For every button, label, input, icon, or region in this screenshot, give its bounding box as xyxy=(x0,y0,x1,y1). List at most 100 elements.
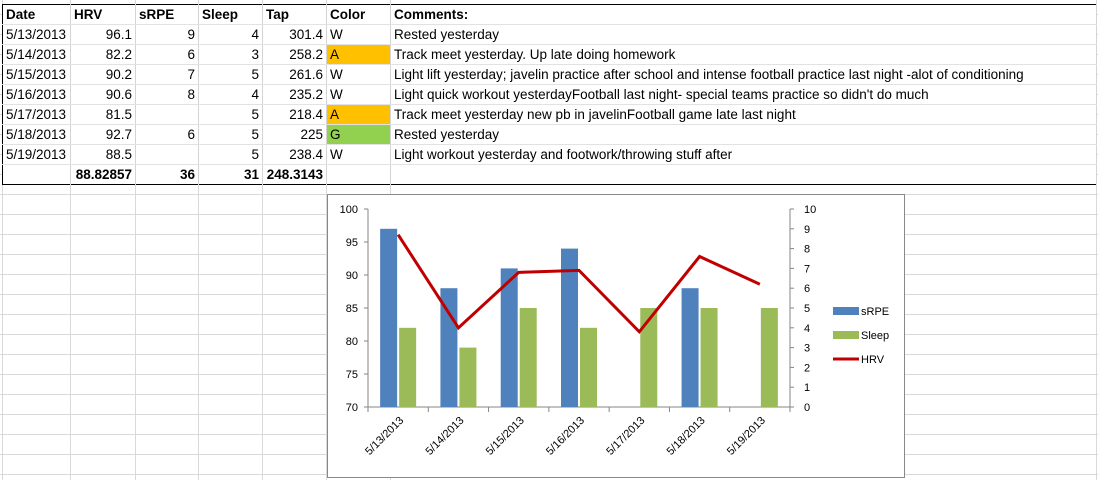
cell-comment[interactable]: Track meet yesterday new pb in javelinFo… xyxy=(390,104,1097,125)
total-tap[interactable]: 248.3143 xyxy=(262,164,327,185)
header-date[interactable]: Date xyxy=(2,4,71,25)
right-tick-label: 2 xyxy=(804,362,810,374)
header-hrv[interactable]: HRV xyxy=(70,4,136,25)
cell-date[interactable]: 5/19/2013 xyxy=(2,144,71,165)
total-hrv[interactable]: 88.82857 xyxy=(70,164,136,185)
sleep-bar xyxy=(760,308,778,407)
x-tick-label: 5/16/2013 xyxy=(544,415,587,458)
total-date[interactable] xyxy=(2,164,71,185)
cell-sleep[interactable]: 5 xyxy=(198,104,263,125)
cell-color[interactable]: W xyxy=(326,24,391,45)
cell-tap[interactable]: 261.6 xyxy=(262,64,327,85)
totals-row: 88.82857 36 31 248.3143 xyxy=(2,164,1097,185)
table-row: 5/16/2013 90.6 8 4 235.2 W Light quick workout… xyxy=(2,84,1097,105)
cell-tap[interactable]: 301.4 xyxy=(262,24,327,45)
left-tick-label: 70 xyxy=(346,402,358,414)
cell-tap[interactable]: 225 xyxy=(262,124,327,145)
header-tap[interactable]: Tap xyxy=(262,4,327,25)
right-tick-label: 10 xyxy=(804,204,816,216)
table-row: 5/17/2013 81.5 5 218.4 A Track meet yesterday… xyxy=(2,104,1097,125)
srpe-bar xyxy=(561,248,578,407)
cell-sleep[interactable]: 4 xyxy=(198,24,263,45)
sleep-bar xyxy=(459,347,477,407)
cell-date[interactable]: 5/18/2013 xyxy=(2,124,71,145)
cell-sleep[interactable]: 5 xyxy=(198,124,263,145)
cell-srpe[interactable] xyxy=(135,144,199,165)
table-row: 5/15/2013 90.2 7 5 261.6 W Light lift yesterda… xyxy=(2,64,1097,85)
cell-sleep[interactable]: 4 xyxy=(198,84,263,105)
right-tick-label: 7 xyxy=(804,263,810,275)
cell-hrv[interactable]: 96.1 xyxy=(70,24,136,45)
legend-swatch-srpe xyxy=(833,307,859,315)
cell-comment[interactable]: Light lift yesterday; javelin practice a… xyxy=(390,64,1097,85)
cell-srpe[interactable]: 7 xyxy=(135,64,199,85)
cell-color[interactable]: W xyxy=(326,144,391,165)
header-comments[interactable]: Comments: xyxy=(390,4,1097,25)
cell-comment[interactable]: Rested yesterday xyxy=(390,24,1097,45)
table-row: 5/13/2013 96.1 9 4 301.4 W Rested yesterday xyxy=(2,24,1097,45)
cell-date[interactable]: 5/15/2013 xyxy=(2,64,71,85)
table-row: 5/14/2013 82.2 6 3 258.2 A Track meet yesterda… xyxy=(2,44,1097,65)
sleep-bar xyxy=(519,308,537,407)
srpe-bar xyxy=(380,228,398,407)
cell-sleep[interactable]: 5 xyxy=(198,64,263,85)
cell-hrv[interactable]: 81.5 xyxy=(70,104,136,125)
chart[interactable]: 100 95 90 85 80 75 70 10 9 8 7 6 5 4 3 2 1 0 5/13/2013 5/14… xyxy=(327,194,905,478)
sleep-bar xyxy=(640,308,658,407)
cell-date[interactable]: 5/14/2013 xyxy=(2,44,71,65)
cell-tap[interactable]: 238.4 xyxy=(262,144,327,165)
hrv-line xyxy=(396,233,761,335)
cell-hrv[interactable]: 90.2 xyxy=(70,64,136,85)
left-tick-label: 85 xyxy=(346,303,358,315)
header-srpe[interactable]: sRPE xyxy=(135,4,199,25)
cell-color[interactable]: A xyxy=(326,44,391,65)
cell-tap[interactable]: 235.2 xyxy=(262,84,327,105)
left-tick-label: 80 xyxy=(346,336,358,348)
srpe-bar xyxy=(681,288,699,407)
cell-comment[interactable]: Light quick workout yesterdayFootball la… xyxy=(390,84,1097,105)
x-tick-label: 5/18/2013 xyxy=(665,415,708,458)
total-comment[interactable] xyxy=(390,164,1097,185)
cell-hrv[interactable]: 88.5 xyxy=(70,144,136,165)
cell-srpe[interactable]: 8 xyxy=(135,84,199,105)
cell-color[interactable]: W xyxy=(326,84,391,105)
cell-tap[interactable]: 218.4 xyxy=(262,104,327,125)
cell-color[interactable]: A xyxy=(326,104,391,125)
cell-date[interactable]: 5/13/2013 xyxy=(2,24,71,45)
total-color[interactable] xyxy=(326,164,391,185)
x-tick-label: 5/15/2013 xyxy=(484,415,527,458)
left-tick-label: 100 xyxy=(340,204,358,216)
left-tick-label: 75 xyxy=(346,369,358,381)
cell-color[interactable]: W xyxy=(326,64,391,85)
sleep-bar xyxy=(399,327,417,407)
table-row: 5/19/2013 88.5 5 238.4 W Light workout yester… xyxy=(2,144,1097,165)
cell-srpe[interactable] xyxy=(135,104,199,125)
total-srpe[interactable]: 36 xyxy=(135,164,199,185)
header-row: Date HRV sRPE Sleep Tap Color Comments: xyxy=(2,4,1097,25)
cell-comment[interactable]: Light workout yesterday and footwork/thr… xyxy=(390,144,1097,165)
cell-date[interactable]: 5/17/2013 xyxy=(2,104,71,125)
cell-sleep[interactable]: 5 xyxy=(198,144,263,165)
cell-sleep[interactable]: 3 xyxy=(198,44,263,65)
header-sleep[interactable]: Sleep xyxy=(198,4,263,25)
cell-color[interactable]: G xyxy=(326,124,391,145)
header-color[interactable]: Color xyxy=(326,4,391,25)
total-sleep[interactable]: 31 xyxy=(198,164,263,185)
cell-srpe[interactable]: 6 xyxy=(135,44,199,65)
cell-comment[interactable]: Track meet yesterday. Up late doing home… xyxy=(390,44,1097,65)
cell-tap[interactable]: 258.2 xyxy=(262,44,327,65)
cell-comment[interactable]: Rested yesterday xyxy=(390,124,1097,145)
right-tick-label: 1 xyxy=(804,382,810,394)
cell-srpe[interactable]: 6 xyxy=(135,124,199,145)
left-tick-label: 90 xyxy=(346,270,358,282)
sleep-bar xyxy=(580,327,597,407)
cell-hrv[interactable]: 92.7 xyxy=(70,124,136,145)
legend-label-srpe: sRPE xyxy=(861,306,889,318)
cell-hrv[interactable]: 82.2 xyxy=(70,44,136,65)
cell-srpe[interactable]: 9 xyxy=(135,24,199,45)
cell-hrv[interactable]: 90.6 xyxy=(70,84,136,105)
cell-date[interactable]: 5/16/2013 xyxy=(2,84,71,105)
x-tick-label: 5/19/2013 xyxy=(725,415,768,458)
right-tick-label: 3 xyxy=(804,343,810,355)
